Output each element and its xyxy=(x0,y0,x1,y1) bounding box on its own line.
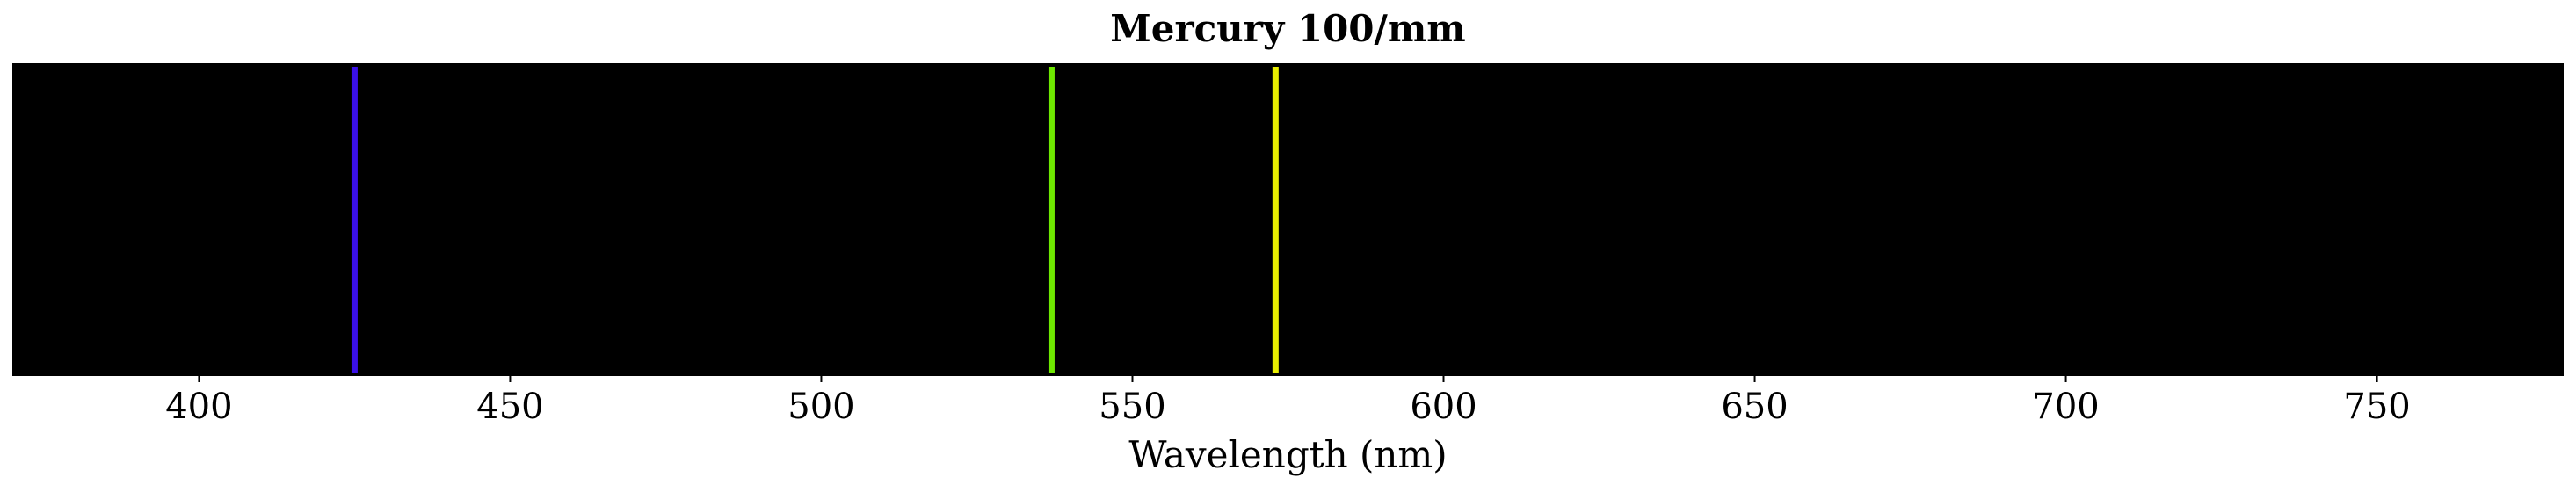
x-tick-label-450: 450 xyxy=(476,387,543,427)
x-tick-label-550: 550 xyxy=(1099,387,1165,427)
plot-area xyxy=(12,63,2564,376)
x-tick-label-500: 500 xyxy=(787,387,854,427)
x-tick-label-600: 600 xyxy=(1410,387,1477,427)
x-axis-ticks: 400 450 500 550 600 650 700 750 xyxy=(165,376,2411,427)
x-tick-label-750: 750 xyxy=(2343,387,2410,427)
chart-title: Mercury 100/mm xyxy=(1110,7,1466,50)
plot-background xyxy=(12,63,2564,376)
x-axis-label: Wavelength (nm) xyxy=(1128,433,1447,476)
x-tick-label-650: 650 xyxy=(1721,387,1788,427)
x-tick-label-700: 700 xyxy=(2032,387,2099,427)
x-tick-label-400: 400 xyxy=(165,387,232,427)
